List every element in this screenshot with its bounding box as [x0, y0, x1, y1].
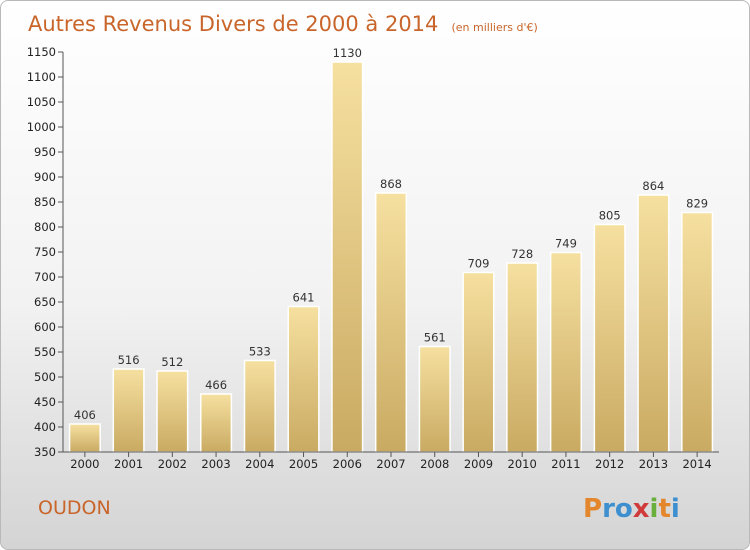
bar-value-label: 1130 — [333, 46, 362, 60]
bar-2011 — [549, 251, 582, 453]
logo-letter: x — [633, 494, 650, 524]
y-tick-label: 550 — [34, 345, 56, 359]
x-tick-label: 2009 — [464, 457, 493, 471]
y-tick-label: 800 — [34, 220, 56, 234]
bar-series: 406 516 512 466 533 641 1130 868 561 709 728 749 805… — [68, 46, 714, 453]
bar-2014 — [681, 211, 714, 453]
y-tick-label: 1000 — [27, 120, 56, 134]
chart-title-text: Autres Revenus Divers de 2000 à 2014 — [28, 12, 438, 36]
bar-2010 — [506, 262, 539, 453]
bar-2006 — [331, 61, 364, 453]
x-tick-label: 2003 — [201, 457, 230, 471]
bar-value-label: 868 — [380, 177, 402, 191]
bar-value-label: 805 — [599, 209, 621, 223]
bar-value-label: 749 — [555, 237, 577, 251]
bar-value-label: 829 — [686, 197, 708, 211]
x-tick-label: 2014 — [682, 457, 711, 471]
bar-2002 — [156, 370, 189, 453]
x-tick-label: 2011 — [551, 457, 580, 471]
y-tick-label: 600 — [34, 320, 56, 334]
bar-2007 — [374, 192, 408, 453]
x-tick-label: 2012 — [595, 457, 624, 471]
y-tick-label: 950 — [34, 145, 56, 159]
x-tick-label: 2005 — [289, 457, 318, 471]
x-tick-label: 2007 — [376, 457, 405, 471]
logo-letter: P — [583, 494, 602, 524]
logo-letter: o — [615, 494, 633, 524]
y-tick-label: 700 — [34, 270, 56, 284]
x-tick-label: 2002 — [158, 457, 187, 471]
bar-2001 — [112, 368, 145, 453]
y-tick-label: 1100 — [27, 70, 56, 84]
y-tick-label: 500 — [34, 370, 56, 384]
bar-value-label: 864 — [642, 179, 664, 193]
x-tick-label: 2004 — [245, 457, 274, 471]
bar-value-label: 516 — [118, 353, 140, 367]
bar-value-label: 709 — [467, 257, 489, 271]
proxiti-logo: Proxiti — [583, 494, 680, 524]
bar-value-label: 466 — [205, 378, 227, 392]
logo-letter: i — [650, 494, 659, 524]
bar-2009 — [462, 271, 495, 453]
y-tick-label: 400 — [34, 420, 56, 434]
bar-2005 — [287, 305, 320, 453]
x-tick-label: 2013 — [639, 457, 668, 471]
bar-2012 — [593, 223, 626, 453]
x-tick-label: 2006 — [333, 457, 362, 471]
bar-value-label: 561 — [424, 331, 446, 345]
bar-value-label: 533 — [249, 345, 271, 359]
y-tick-label: 850 — [34, 195, 56, 209]
chart-unit-text: (en milliers d'€) — [452, 21, 538, 34]
x-tick-label: 2008 — [420, 457, 449, 471]
y-tick-label: 350 — [34, 445, 56, 459]
commune-name: OUDON — [38, 497, 111, 519]
bar-2003 — [200, 393, 233, 453]
y-tick-label: 650 — [34, 295, 56, 309]
x-axis: 2000 2001 2002 2003 2004 2005 2006 2007 2008 2009… — [63, 451, 719, 471]
y-tick-label: 450 — [34, 395, 56, 409]
x-tick-label: 2001 — [114, 457, 143, 471]
bar-value-label: 728 — [511, 247, 533, 261]
x-tick-label: 2010 — [508, 457, 537, 471]
logo-letter: t — [658, 494, 670, 524]
logo-letter: i — [671, 494, 680, 524]
y-axis: 350 400 450 500 550 600 650 700 750 800 850 900 950 1… — [27, 45, 64, 459]
bar-value-label: 406 — [74, 408, 96, 422]
x-tick-label: 2000 — [70, 457, 99, 471]
y-tick-label: 1050 — [27, 95, 56, 109]
y-tick-label: 1150 — [27, 45, 56, 59]
bar-2008 — [418, 345, 451, 453]
bar-2004 — [243, 359, 276, 453]
bar-2000 — [68, 423, 101, 453]
bar-2013 — [637, 194, 670, 453]
chart-title: Autres Revenus Divers de 2000 à 2014 (en… — [28, 12, 538, 36]
y-tick-label: 750 — [34, 245, 56, 259]
bar-value-label: 641 — [293, 291, 315, 305]
y-tick-label: 900 — [34, 170, 56, 184]
bar-value-label: 512 — [161, 355, 183, 369]
logo-letter: r — [602, 494, 615, 524]
